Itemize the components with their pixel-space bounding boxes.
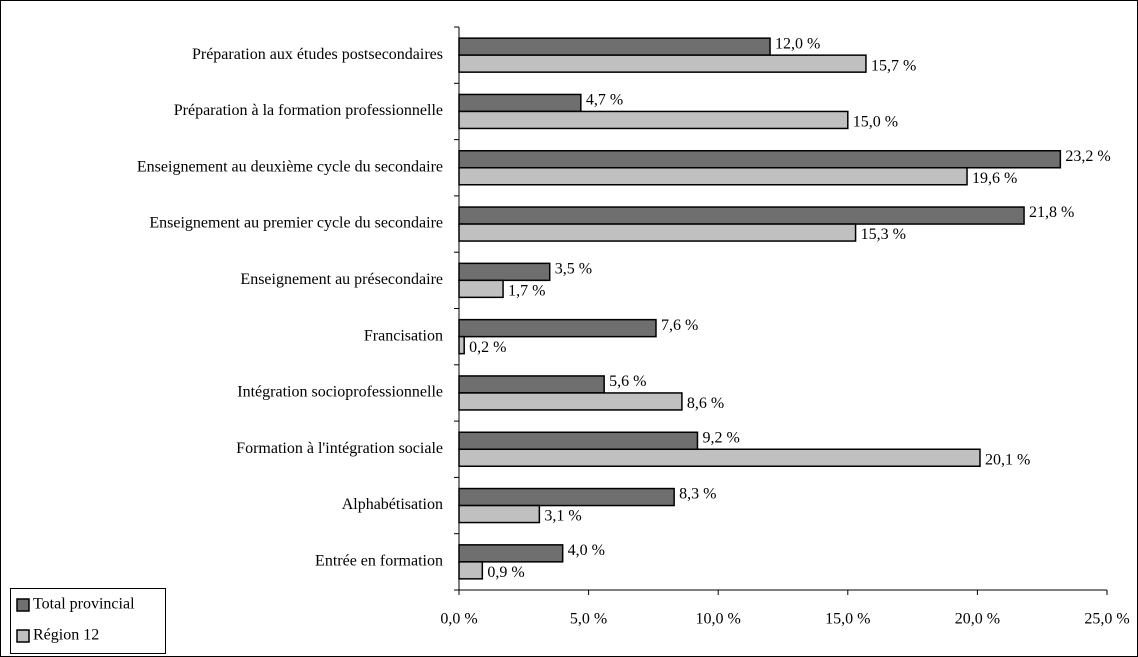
x-tick-label: 10,0 % [696,611,741,628]
bar [458,487,675,507]
bar [458,375,605,394]
value-label: 15,3 % [861,226,906,243]
y-tick-label: Enseignement au présecondaire [240,271,443,288]
bar [458,335,465,355]
value-label: 8,3 % [679,486,716,503]
y-tick-label: Préparation à la formation professionnel… [174,102,443,119]
y-tick-label: Enseignement au premier cycle du seconda… [149,215,443,232]
value-label: 12,0 % [775,35,820,52]
bar [458,223,857,242]
bar [458,37,771,56]
value-label: 19,6 % [972,170,1017,187]
value-label: 7,6 % [661,317,698,334]
legend-label: Total provincial [33,596,135,613]
x-tick-label: 25,0 % [1084,611,1129,628]
bar [458,392,683,411]
bar [458,150,1062,169]
value-label: 0,9 % [487,564,524,581]
value-label: 1,7 % [508,283,545,300]
bar [458,318,657,338]
bar [458,110,849,130]
value-label: 21,8 % [1029,204,1074,221]
x-tick-label: 5,0 % [570,611,607,628]
value-label: 15,7 % [871,57,916,74]
value-label: 0,2 % [469,339,506,356]
x-tick-label: 15,0 % [825,611,870,628]
value-label: 23,2 % [1065,148,1110,165]
bar [458,279,504,299]
legend-swatch [16,598,30,612]
y-tick-label: Préparation aux études postsecondaires [192,46,443,63]
value-label: 4,0 % [568,542,605,559]
value-label: 4,7 % [586,92,623,109]
bar [458,448,981,467]
y-tick-label: Alphabétisation [342,496,443,513]
legend-label: Région 12 [33,627,99,644]
value-label: 9,2 % [702,429,739,446]
x-tick-label: 0,0 % [440,611,477,628]
legend-box [10,588,166,654]
y-tick-label: Intégration socioprofessionnelle [237,384,443,401]
x-tick-label: 20,0 % [955,611,1000,628]
y-tick-label: Francisation [364,327,443,344]
bar [458,262,551,282]
value-label: 8,6 % [687,395,724,412]
value-label: 3,1 % [544,508,581,525]
bar [458,54,867,73]
value-label: 3,5 % [555,261,592,278]
legend-swatch [16,629,30,643]
value-label: 5,6 % [609,373,646,390]
value-label: 20,1 % [985,451,1030,468]
bar [458,544,564,563]
y-tick-label: Entrée en formation [315,553,443,570]
bar [458,93,582,113]
y-tick-label: Formation à l'intégration sociale [236,440,443,457]
bar [458,167,968,186]
bar [458,504,541,524]
bar [458,561,484,580]
bar [458,206,1025,225]
bar [458,431,699,450]
value-label: 15,0 % [853,114,898,131]
y-tick-label: Enseignement au deuxième cycle du second… [137,158,443,175]
